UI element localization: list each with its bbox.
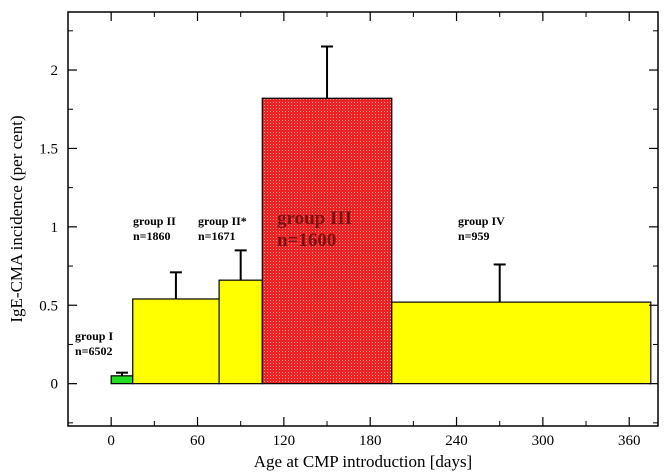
bar-4-texture — [262, 98, 392, 384]
group-n-label-2: n=1860 — [133, 229, 171, 243]
error-bars-layer — [115, 45, 506, 376]
x-tick-label: 240 — [445, 433, 468, 449]
y-tick-label: 0.5 — [39, 298, 58, 314]
bar-5 — [391, 301, 652, 385]
x-axis-label: Age at CMP introduction [days] — [254, 452, 472, 471]
y-tick-label: 1.5 — [39, 141, 58, 157]
bar-1 — [110, 375, 134, 385]
group-n-label-4: n=1600 — [277, 230, 336, 251]
y-tick-label: 0 — [51, 377, 59, 393]
group-n-label-1: n=6502 — [75, 344, 113, 358]
x-tick-label: 60 — [190, 433, 205, 449]
y-tick-label: 1 — [51, 220, 59, 236]
x-tick-label: 120 — [273, 433, 296, 449]
group-label-2: group II — [133, 214, 176, 228]
x-tick-label: 180 — [359, 433, 382, 449]
group-label-4: group III — [277, 208, 352, 229]
group-label-1: group I — [75, 329, 113, 343]
group-n-label-5: n=959 — [458, 229, 490, 243]
bar-3 — [218, 279, 263, 385]
x-tick-label: 360 — [618, 433, 641, 449]
x-tick-label: 0 — [107, 433, 115, 449]
bar-2 — [132, 298, 220, 385]
x-tick-label: 300 — [532, 433, 555, 449]
y-axis-label: IgE-CMA incidence (per cent) — [7, 115, 26, 322]
plot-frame — [67, 11, 659, 427]
group-n-label-3: n=1671 — [198, 229, 236, 243]
ticks-layer: 0 60 120 180 240 300 360 0 0.5 1 1.5 2 — [39, 12, 658, 449]
group-label-5: group IV — [458, 214, 505, 228]
y-tick-label: 2 — [51, 63, 59, 79]
bars-layer — [110, 97, 652, 385]
group-label-3: group II* — [198, 214, 247, 228]
